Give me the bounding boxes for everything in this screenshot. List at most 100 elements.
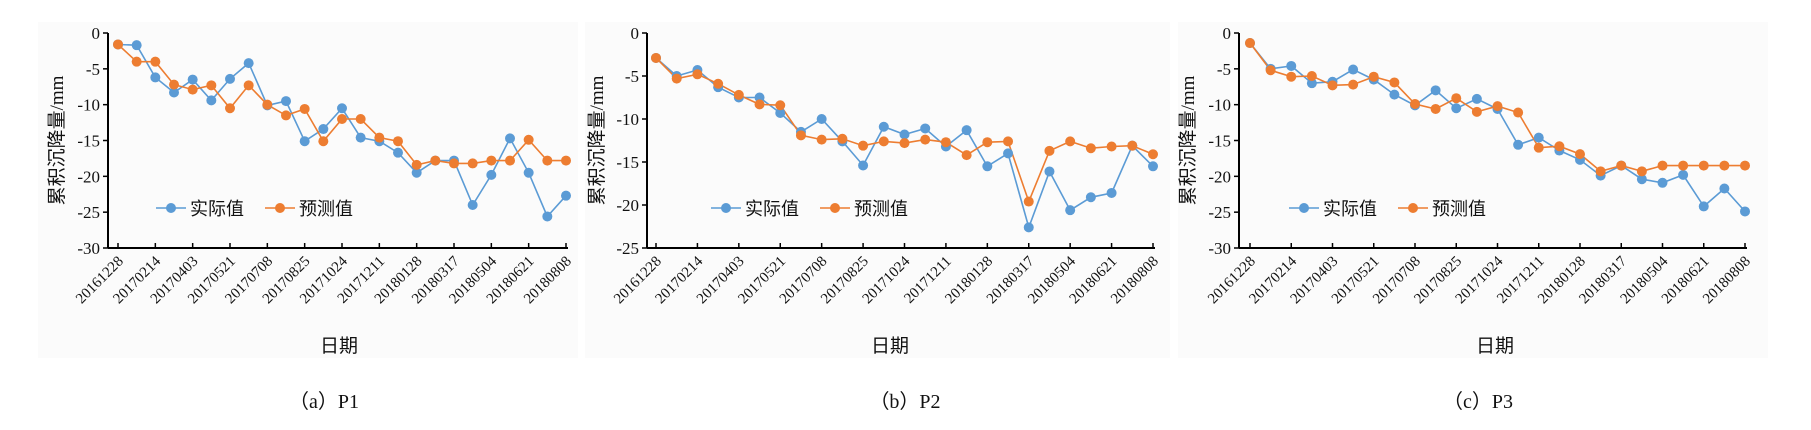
data-point-predicted: [131, 56, 142, 67]
data-point-actual: [1106, 187, 1117, 198]
y-tick-label: -30: [77, 239, 100, 258]
data-point-predicted: [1657, 160, 1668, 171]
data-point-actual: [299, 136, 310, 147]
data-point-predicted: [1327, 80, 1338, 91]
data-point-predicted: [393, 136, 403, 147]
legend-marker: [275, 203, 285, 213]
data-point-predicted: [940, 137, 951, 148]
y-tick-label: -10: [616, 110, 639, 129]
data-point-predicted: [1065, 136, 1076, 147]
y-tick-label: -10: [1208, 96, 1231, 115]
data-point-actual: [1430, 85, 1441, 96]
legend-label: 实际值: [1323, 199, 1377, 219]
plot-background: [38, 22, 578, 358]
data-point-actual: [1678, 169, 1689, 180]
y-tick-label: 0: [92, 24, 101, 43]
y-tick-label: -5: [1217, 60, 1231, 79]
data-point-predicted: [318, 136, 329, 147]
data-point-predicted: [225, 103, 235, 114]
data-point-predicted: [671, 73, 682, 84]
data-point-actual: [505, 133, 515, 144]
data-point-actual: [467, 200, 478, 210]
plot-background: [1178, 22, 1768, 358]
legend-label: 实际值: [190, 199, 244, 219]
data-point-actual: [1451, 103, 1462, 114]
data-point-actual: [1636, 174, 1647, 185]
data-point-actual: [1148, 161, 1158, 172]
data-point-actual: [131, 40, 142, 51]
data-point-actual: [355, 132, 366, 143]
data-point-predicted: [1106, 141, 1117, 152]
data-point-predicted: [1003, 136, 1014, 147]
data-point-predicted: [374, 132, 385, 143]
y-tick-label: -25: [1208, 203, 1231, 222]
data-point-predicted: [1636, 166, 1647, 177]
data-point-predicted: [1127, 140, 1138, 151]
data-point-actual: [281, 96, 291, 107]
data-point-predicted: [1575, 149, 1585, 160]
data-point-actual: [961, 125, 972, 136]
data-point-predicted: [754, 99, 765, 110]
data-point-actual: [1348, 64, 1359, 75]
data-point-actual: [206, 95, 217, 106]
y-tick-label: 0: [1223, 24, 1232, 43]
data-point-actual: [225, 73, 235, 84]
data-point-actual: [1471, 93, 1482, 104]
data-point-actual: [150, 72, 161, 83]
data-point-predicted: [1368, 71, 1379, 82]
data-point-predicted: [411, 159, 422, 170]
y-tick-label: -10: [77, 96, 100, 115]
data-point-predicted: [206, 80, 217, 91]
data-point-predicted: [542, 155, 553, 166]
data-point-actual: [169, 87, 179, 98]
y-tick-label: -25: [77, 203, 100, 222]
data-point-predicted: [281, 110, 291, 121]
data-point-predicted: [1698, 160, 1709, 171]
data-point-predicted: [1044, 145, 1055, 156]
y-tick-label: -30: [1208, 239, 1231, 258]
data-point-actual: [754, 92, 765, 103]
data-point-actual: [858, 160, 869, 171]
data-point-actual: [1533, 132, 1544, 143]
y-tick-label: -15: [616, 153, 639, 172]
data-point-predicted: [1678, 160, 1689, 171]
y-tick-label: -25: [616, 239, 639, 258]
data-point-actual: [486, 169, 497, 180]
y-axis-title: 累积沉降量/mm: [586, 75, 608, 205]
data-point-actual: [1085, 192, 1096, 203]
y-tick-label: -20: [1208, 167, 1231, 186]
data-point-predicted: [449, 158, 459, 169]
data-point-predicted: [113, 39, 123, 50]
chart-3: 0-5-10-15-20-25-302016122820170214201704…: [1177, 22, 1768, 413]
data-point-predicted: [692, 69, 703, 80]
y-tick-label: -15: [1208, 132, 1231, 151]
data-point-predicted: [299, 103, 310, 114]
data-point-actual: [816, 114, 827, 124]
data-point-predicted: [651, 52, 661, 63]
data-point-predicted: [187, 84, 198, 95]
data-point-predicted: [1389, 77, 1400, 88]
data-point-actual: [337, 103, 347, 114]
data-point-actual: [1286, 60, 1297, 71]
x-axis-title: 日期: [320, 335, 358, 357]
data-point-actual: [878, 121, 889, 132]
legend-marker: [721, 203, 731, 213]
y-tick-label: 0: [631, 24, 640, 43]
legend-marker: [1408, 203, 1418, 213]
data-point-actual: [243, 58, 254, 69]
data-point-predicted: [878, 136, 889, 147]
data-point-predicted: [1265, 65, 1276, 76]
data-point-predicted: [1616, 160, 1627, 171]
data-point-predicted: [837, 133, 848, 144]
data-point-predicted: [337, 114, 347, 124]
data-point-actual: [1389, 89, 1400, 100]
y-tick-label: -5: [86, 60, 100, 79]
data-point-actual: [1657, 177, 1668, 188]
data-point-predicted: [523, 134, 534, 145]
data-point-predicted: [467, 158, 478, 169]
y-tick-label: -20: [616, 196, 639, 215]
data-point-predicted: [1719, 160, 1730, 171]
data-point-predicted: [262, 99, 273, 110]
data-point-predicted: [1245, 38, 1255, 49]
data-point-predicted: [795, 130, 806, 141]
